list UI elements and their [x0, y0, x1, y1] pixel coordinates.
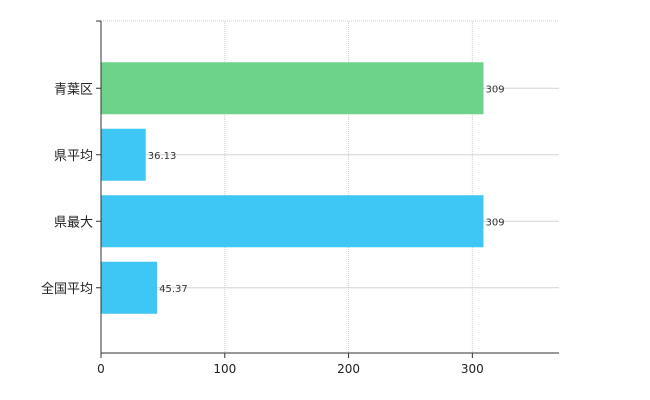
- x-tick-label: 0: [97, 362, 105, 376]
- labels: 309 青葉区 36.13 県平均 309 県最大 45.37 全国平均 0 100 200 300: [41, 82, 505, 376]
- category-label: 県最大: [54, 215, 93, 230]
- data-label: 36.13: [148, 151, 177, 162]
- category-label: 青葉区: [54, 82, 93, 97]
- data-label: 309: [485, 217, 504, 228]
- axes: [96, 20, 559, 358]
- x-tick-label: 100: [213, 362, 236, 376]
- data-label: 45.37: [159, 284, 188, 295]
- bars: [101, 62, 484, 314]
- data-label: 309: [485, 84, 504, 95]
- bar: [101, 195, 484, 248]
- bar: [101, 261, 158, 314]
- bar: [101, 62, 484, 115]
- x-tick-label: 200: [337, 362, 360, 376]
- category-label: 全国平均: [41, 281, 93, 297]
- category-label: 県平均: [54, 149, 93, 164]
- x-tick-label: 300: [461, 362, 484, 376]
- bar: [101, 128, 146, 181]
